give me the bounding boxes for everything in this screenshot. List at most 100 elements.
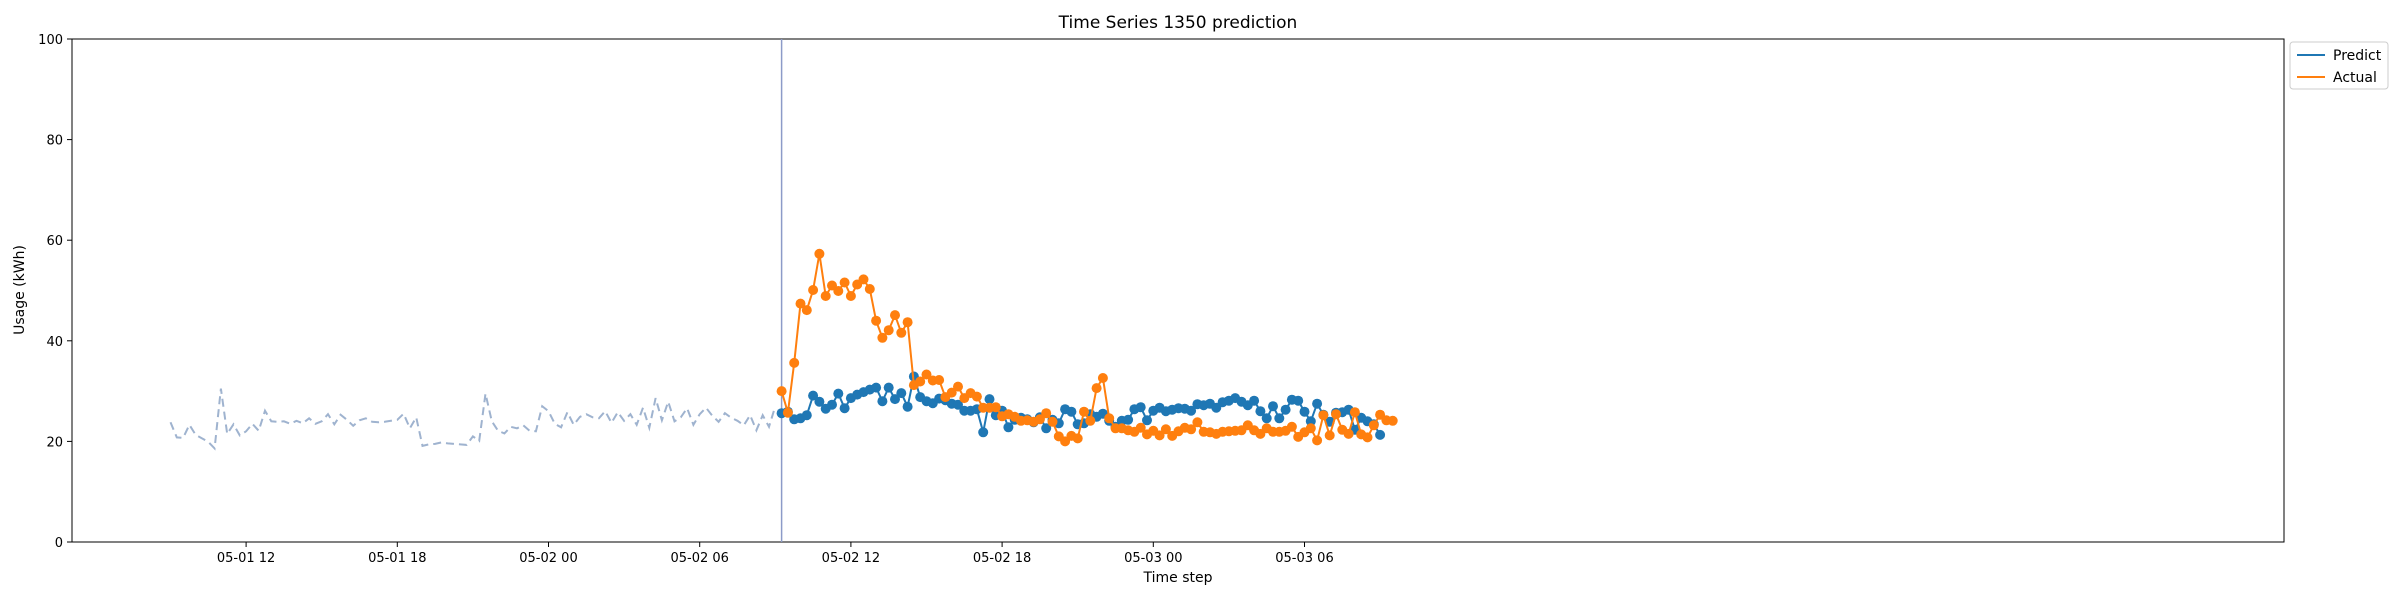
- y-tick-label: 0: [55, 536, 63, 551]
- actual-point: [1034, 414, 1045, 425]
- predict-point: [1305, 416, 1316, 427]
- predict-point: [1003, 422, 1014, 433]
- predict-point: [1268, 401, 1278, 412]
- actual-point: [1318, 410, 1329, 421]
- predict-point: [1186, 405, 1197, 416]
- y-tick-label: 40: [46, 335, 63, 350]
- actual-point: [921, 369, 932, 380]
- actual-point: [1192, 417, 1203, 428]
- predict-point: [1142, 415, 1152, 426]
- actual-point: [1091, 383, 1102, 394]
- predict-point: [902, 401, 913, 412]
- actual-point: [814, 248, 825, 259]
- actual-point: [776, 386, 787, 397]
- predict-point: [871, 382, 882, 393]
- x-tick-label: 05-03 06: [1275, 551, 1333, 566]
- actual-point: [934, 375, 945, 385]
- predict-point: [1255, 406, 1266, 417]
- actual-point: [902, 317, 913, 328]
- predict-point: [814, 396, 825, 407]
- actual-point: [801, 305, 812, 316]
- predict-point: [839, 403, 850, 414]
- actual-point: [877, 332, 888, 343]
- actual-point: [1047, 416, 1058, 427]
- predict-point: [1312, 398, 1323, 409]
- actual-point: [1286, 421, 1297, 432]
- actual-point: [833, 286, 844, 296]
- actual-point: [896, 327, 907, 338]
- legend-label-predict: Predict: [2333, 48, 2382, 64]
- actual-point: [1160, 424, 1171, 435]
- predict-point: [1066, 406, 1077, 417]
- actual-point: [858, 274, 869, 285]
- plot-frame: [71, 38, 2285, 543]
- y-tick-label: 100: [38, 33, 63, 48]
- predict-point: [833, 388, 844, 399]
- actual-point: [890, 310, 900, 321]
- x-tick-label: 05-02 06: [670, 551, 728, 566]
- predict-point: [1293, 395, 1304, 406]
- actual-point: [1312, 435, 1323, 446]
- y-tick-label: 60: [46, 234, 63, 249]
- y-tick-label: 20: [46, 435, 63, 450]
- actual-point: [971, 391, 982, 402]
- chart-marks: [169, 39, 1398, 542]
- x-tick-label: 05-01 12: [217, 551, 275, 566]
- predict-point: [896, 388, 907, 399]
- actual-point: [845, 291, 856, 301]
- actual-point: [789, 357, 800, 368]
- actual-point: [839, 277, 850, 288]
- actual-point: [808, 285, 819, 295]
- actual-point: [1072, 433, 1083, 444]
- x-tick-label: 05-02 18: [973, 551, 1031, 566]
- x-tick-label: 05-03 00: [1124, 551, 1182, 566]
- predict-point: [890, 394, 900, 405]
- actual-point: [1186, 424, 1197, 435]
- actual-point: [1368, 420, 1379, 431]
- x-axis: 05-01 12 05-01 18 05-02 00 05-02 06 05-02 12…: [217, 542, 1334, 566]
- predict-point: [953, 399, 963, 410]
- predict-point: [1375, 429, 1386, 440]
- x-tick-label: 05-02 12: [822, 551, 880, 566]
- predict-point: [808, 390, 819, 401]
- actual-point: [1331, 409, 1341, 420]
- actual-point: [1104, 413, 1115, 424]
- actual-point: [782, 407, 793, 418]
- actual-point: [883, 325, 894, 336]
- actual-point: [1135, 422, 1146, 433]
- legend-label-actual: Actual: [2333, 70, 2377, 86]
- actual-point: [1349, 407, 1360, 418]
- actual-point: [1041, 408, 1052, 419]
- predict-point: [883, 382, 894, 393]
- actual-point: [1079, 406, 1089, 417]
- actual-point: [795, 298, 806, 309]
- x-tick-label: 05-01 18: [368, 551, 426, 566]
- actual-point: [864, 284, 875, 294]
- actual-point: [990, 402, 1001, 413]
- y-axis-title: Usage (kWh): [12, 245, 28, 335]
- predict-point: [827, 399, 837, 410]
- predict-point: [1123, 414, 1134, 425]
- legend: Predict Actual: [2289, 41, 2389, 90]
- predict-point: [877, 396, 888, 407]
- predict-point: [1249, 395, 1260, 406]
- actual-point: [946, 387, 957, 398]
- predict-point: [1135, 402, 1146, 413]
- history-line: [169, 388, 777, 451]
- y-axis: 0 20 40 60 80 100: [38, 33, 72, 551]
- predict-point: [1261, 413, 1272, 424]
- y-tick-label: 80: [46, 134, 63, 149]
- predict-point: [801, 410, 812, 421]
- actual-point: [1387, 415, 1398, 426]
- chart-title: Time Series 1350 prediction: [1058, 13, 1298, 33]
- actual-point: [1324, 430, 1335, 441]
- actual-point: [1343, 428, 1354, 439]
- actual-point: [915, 376, 926, 387]
- x-tick-label: 05-02 00: [519, 551, 577, 566]
- predict-point: [978, 427, 989, 438]
- predict-point: [984, 394, 995, 405]
- actual-point: [1154, 430, 1165, 441]
- actual-point: [1085, 415, 1096, 426]
- actual-point: [1362, 432, 1373, 443]
